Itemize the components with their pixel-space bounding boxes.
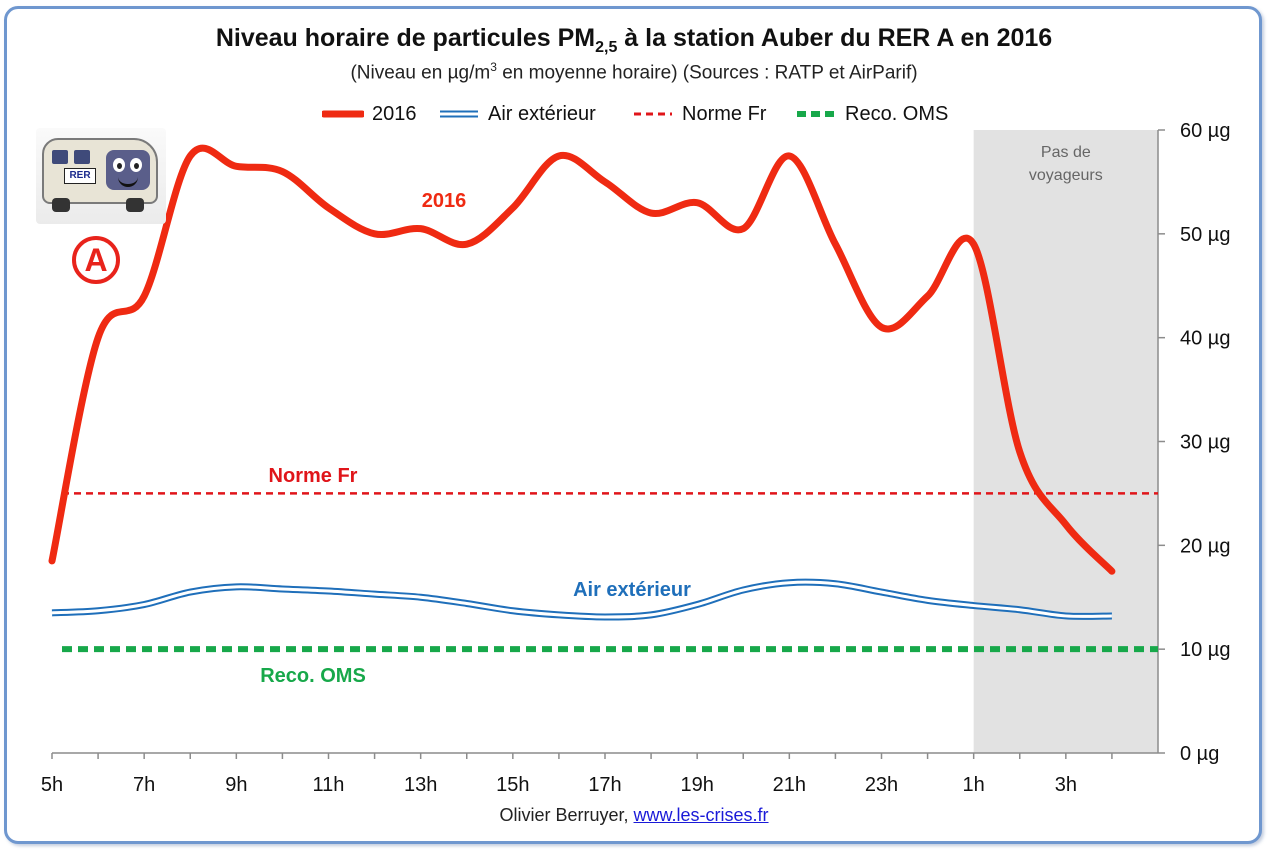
x-tick-label: 15h	[496, 774, 529, 796]
y-tick-label: 40 µg	[1180, 328, 1230, 350]
annotation-2016: 2016	[422, 190, 467, 212]
shaded-region-label-line2: voyageurs	[1029, 167, 1103, 184]
train-face	[106, 150, 150, 190]
rer-train-logo: RER	[36, 128, 166, 224]
y-tick-label: 0 µg	[1180, 743, 1219, 765]
legend-item-norme: Norme Fr	[632, 100, 766, 128]
rer-line-a-icon: A	[72, 236, 120, 284]
legend-swatch-norme	[634, 112, 672, 116]
x-tick-label: 3h	[1055, 774, 1077, 796]
train-body: RER	[42, 138, 158, 204]
legend-item-air: Air extérieur	[438, 100, 596, 128]
x-tick-label: 23h	[865, 774, 898, 796]
series-air-exterieur-line-inner	[51, 580, 1112, 619]
annotation-air-exterieur: Air extérieur	[573, 579, 691, 601]
train-window	[74, 150, 90, 164]
legend-swatch-2016	[322, 110, 364, 118]
x-tick-label: 13h	[404, 774, 437, 796]
x-tick-label: 1h	[963, 774, 985, 796]
chart-subtitle: (Niveau en µg/m3 en moyenne horaire) (So…	[350, 60, 918, 84]
legend-label-norme: Norme Fr	[682, 102, 767, 125]
legend-label-air: Air extérieur	[488, 102, 596, 125]
annotation-reco-oms: Reco. OMS	[260, 665, 366, 687]
y-tick-label: 50 µg	[1180, 224, 1230, 246]
y-tick-label: 20 µg	[1180, 535, 1230, 557]
y-tick-label: 30 µg	[1180, 432, 1230, 454]
legend-item-oms: Reco. OMS	[795, 100, 948, 128]
legend-swatch-oms	[797, 111, 835, 117]
footer-author: Olivier Berruyer,	[499, 805, 629, 825]
x-tick-label: 21h	[773, 774, 806, 796]
chart-legend: 2016 Air extérieur Norme Fr Reco. OMS	[0, 100, 1268, 128]
legend-label-oms: Reco. OMS	[845, 102, 949, 125]
train-eye	[113, 158, 125, 172]
x-tick-label: 9h	[225, 774, 247, 796]
train-eye	[130, 158, 142, 172]
chart-footer: Olivier Berruyer, www.les-crises.fr	[0, 805, 1268, 826]
train-window	[52, 150, 68, 164]
footer-link[interactable]: www.les-crises.fr	[633, 805, 769, 825]
shaded-region-no-passengers	[973, 130, 1158, 753]
x-tick-label: 17h	[588, 774, 621, 796]
y-tick-label: 60 µg	[1180, 120, 1230, 142]
y-tick-label: 10 µg	[1180, 639, 1230, 661]
annotation-norme-fr: Norme Fr	[269, 465, 358, 487]
legend-swatch-air	[440, 110, 478, 118]
legend-item-2016: 2016	[322, 100, 417, 128]
train-wheel	[52, 198, 70, 212]
train-wheel	[126, 198, 144, 212]
x-tick-label: 11h	[313, 774, 345, 796]
x-tick-label: 7h	[133, 774, 155, 796]
chart-title: Niveau horaire de particules PM2,5 à la …	[215, 24, 1053, 56]
legend-label-2016: 2016	[372, 102, 417, 125]
x-tick-label: 5h	[41, 774, 63, 796]
series-2016-line	[48, 144, 1116, 575]
shaded-region-label-line1: Pas de	[1041, 144, 1091, 161]
train-label: RER	[64, 168, 96, 184]
train-mouth	[118, 176, 138, 187]
x-tick-label: 19h	[680, 774, 713, 796]
